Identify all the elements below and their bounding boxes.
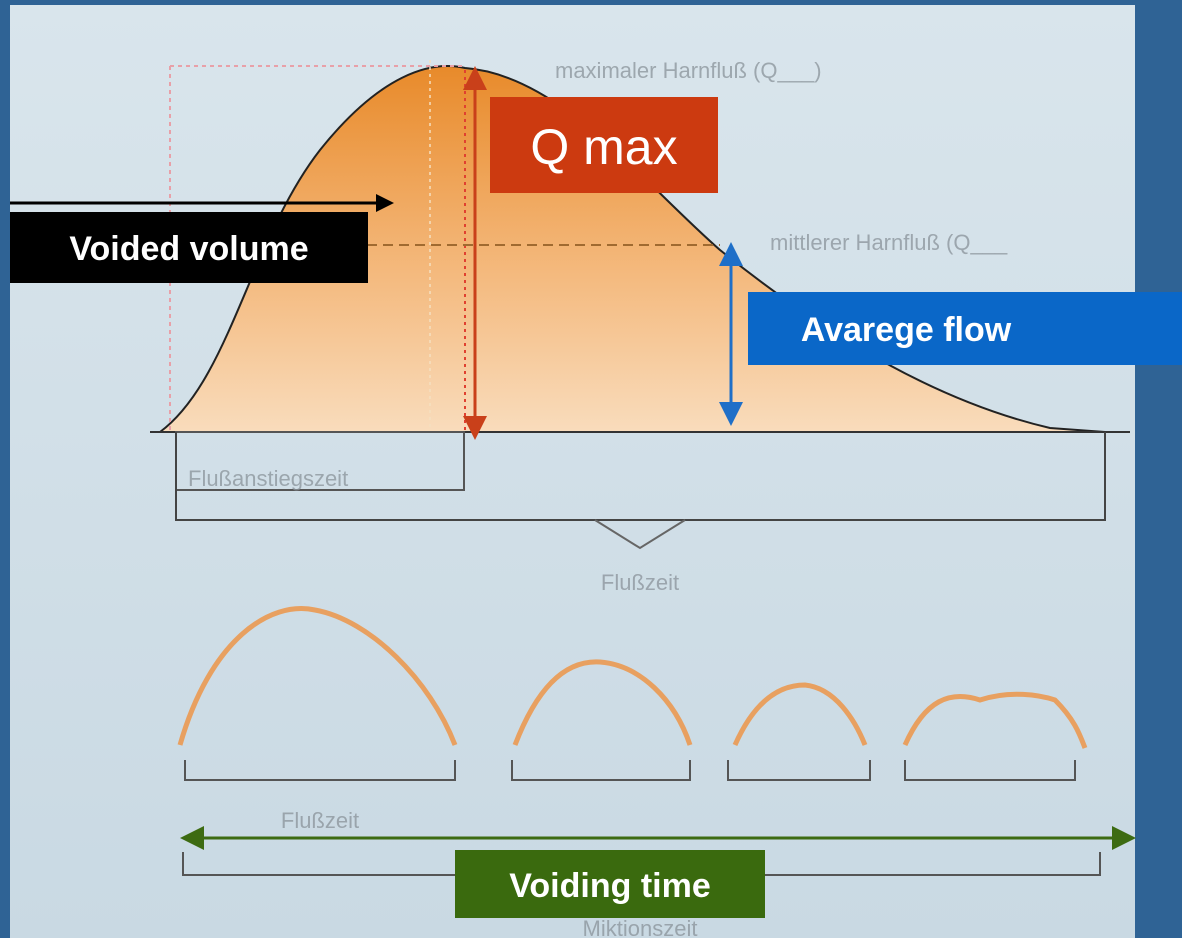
label: Q max — [530, 119, 677, 175]
annotation: Flußanstiegszeit — [188, 466, 348, 491]
label: Voided volume — [69, 230, 308, 268]
label: Voiding time — [509, 867, 710, 905]
chevron — [594, 519, 686, 550]
label: Avarege flow — [801, 311, 1012, 349]
label-box — [455, 850, 765, 918]
annotation: Flußzeit — [281, 808, 359, 833]
annotation: Miktionszeit — [583, 916, 698, 938]
label-box — [748, 292, 1182, 365]
bracket — [175, 432, 1106, 521]
annotation: maximaler Harnfluß (Q___) — [555, 58, 822, 83]
flow-curve — [160, 66, 1105, 432]
annotation: Flußzeit — [601, 570, 679, 595]
label-box — [10, 212, 368, 283]
annotation: mittlerer Harnfluß (Q___ — [770, 230, 1008, 255]
small-curves — [177, 606, 1088, 749]
label-box — [490, 97, 718, 193]
